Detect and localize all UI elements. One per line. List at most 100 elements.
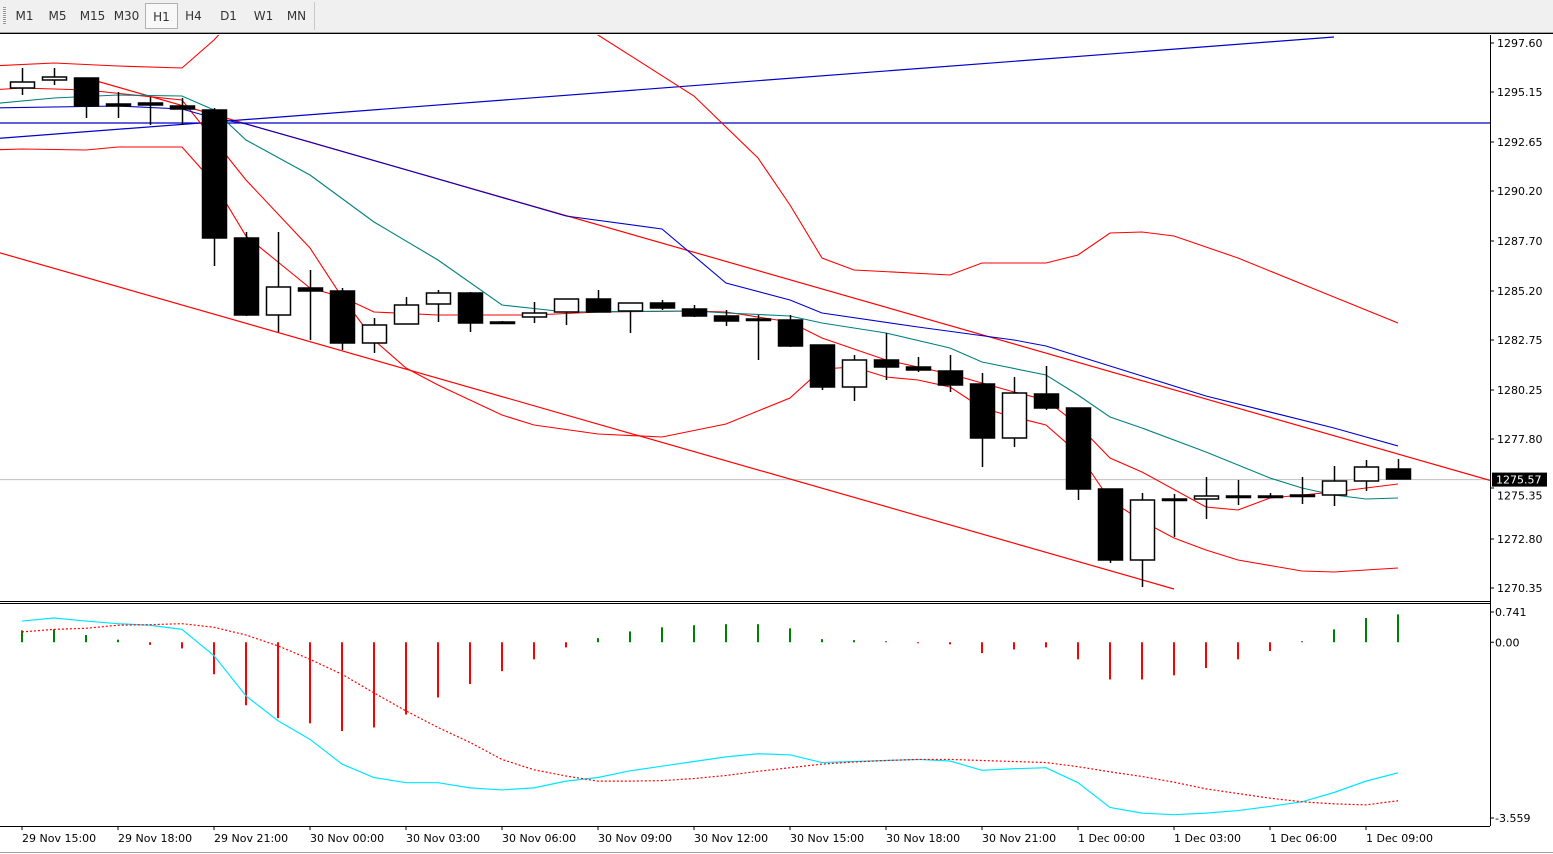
timeframe-button-m1[interactable]: M1 <box>15 9 34 23</box>
bull-candle-body <box>521 312 548 318</box>
indicator-tick-label: 0.00 <box>1495 636 1520 649</box>
indicator-main-line <box>21 617 1399 816</box>
candle[interactable] <box>73 77 100 118</box>
time-tick-label: 30 Nov 18:00 <box>886 832 960 845</box>
bull-candle-body <box>1001 392 1028 439</box>
bear-candle-body <box>1385 468 1412 480</box>
bear-candle-body <box>777 319 804 347</box>
candle[interactable] <box>905 357 932 372</box>
indicator-line-3 <box>0 87 1399 573</box>
candle[interactable] <box>393 297 420 325</box>
bull-candle-body <box>553 298 580 313</box>
bull-candle-body <box>1129 499 1156 561</box>
candle[interactable] <box>329 288 356 350</box>
candle[interactable] <box>521 302 548 323</box>
candle[interactable] <box>201 108 228 266</box>
bear-candle-body <box>201 109 228 239</box>
bull-candle-body <box>1289 494 1316 498</box>
bear-candle-body <box>457 292 484 324</box>
candle[interactable] <box>969 373 996 467</box>
toolbar-grip-handle[interactable] <box>3 7 6 25</box>
time-tick-label: 1 Dec 00:00 <box>1078 832 1145 845</box>
time-tick-label: 30 Nov 06:00 <box>502 832 576 845</box>
candle[interactable] <box>105 92 132 118</box>
bear-candle-body <box>873 359 900 368</box>
candle[interactable] <box>1097 488 1124 563</box>
timeframe-button-m5[interactable]: M5 <box>48 9 67 23</box>
timeframe-button-m30[interactable]: M30 <box>113 9 140 23</box>
timeframe-button-m15[interactable]: M15 <box>79 9 106 23</box>
candle[interactable] <box>169 98 196 125</box>
candle[interactable] <box>361 318 388 353</box>
candle[interactable] <box>1257 493 1284 499</box>
bear-candle-body <box>1065 407 1092 490</box>
candle[interactable] <box>489 321 516 325</box>
candle[interactable] <box>457 292 484 332</box>
indicator-line-0 <box>0 35 220 69</box>
time-tick-label: 30 Nov 03:00 <box>406 832 480 845</box>
bull-candle-body <box>361 324 388 344</box>
time-tick-label: 1 Dec 09:00 <box>1366 832 1433 845</box>
time-tick-label: 29 Nov 15:00 <box>22 832 96 845</box>
candle[interactable] <box>681 305 708 317</box>
candle[interactable] <box>1353 460 1380 491</box>
price-tick-label: 1282.75 <box>1497 334 1543 347</box>
bull-candle-body <box>265 286 292 316</box>
candle[interactable] <box>553 298 580 325</box>
price-tick-label: 1292.65 <box>1497 136 1543 149</box>
candle[interactable] <box>585 290 612 313</box>
bull-candle-body <box>9 81 36 89</box>
candle[interactable] <box>873 333 900 380</box>
timeframe-button-h4[interactable]: H4 <box>185 9 202 23</box>
candle[interactable] <box>1161 494 1188 537</box>
indicator-plot <box>21 614 1399 816</box>
bear-candle-body <box>969 383 996 439</box>
candle[interactable] <box>1193 477 1220 519</box>
candle[interactable] <box>9 68 36 95</box>
candle[interactable] <box>841 355 868 401</box>
candle[interactable] <box>425 290 452 322</box>
indicator-line-4 <box>0 94 1399 500</box>
bear-candle-body <box>233 237 260 316</box>
candle[interactable] <box>713 310 740 326</box>
candle[interactable] <box>265 232 292 332</box>
timeframe-button-mn[interactable]: MN <box>286 9 307 23</box>
timeframe-button-w1[interactable]: W1 <box>253 9 274 23</box>
candle[interactable] <box>1225 480 1252 505</box>
candle[interactable] <box>137 97 164 125</box>
candle[interactable] <box>1001 377 1028 447</box>
time-tick-label: 30 Nov 00:00 <box>310 832 384 845</box>
bear-candle-body <box>329 290 356 344</box>
candle[interactable] <box>617 302 644 333</box>
bear-candle-body <box>649 302 676 309</box>
bull-candle-body <box>1161 498 1188 502</box>
bear-candle-body <box>905 366 932 371</box>
candle[interactable] <box>745 315 772 360</box>
candle[interactable] <box>1385 459 1412 480</box>
bull-candle-body <box>1353 466 1380 482</box>
bull-candle-body <box>41 76 68 81</box>
candle[interactable] <box>937 355 964 392</box>
timeframe-button-d1[interactable]: D1 <box>220 9 237 23</box>
bull-candle-body <box>841 359 868 388</box>
bull-candle-body <box>393 304 420 325</box>
bear-candle-body <box>937 370 964 386</box>
candle[interactable] <box>809 344 836 390</box>
candle[interactable] <box>1321 466 1348 506</box>
time-tick-label: 1 Dec 03:00 <box>1174 832 1241 845</box>
candle[interactable] <box>777 315 804 347</box>
price-tick-label: 1270.35 <box>1497 582 1543 595</box>
candle[interactable] <box>1129 493 1156 587</box>
candle[interactable] <box>41 68 68 85</box>
candle[interactable] <box>1033 366 1060 410</box>
bear-candle-body <box>137 102 164 106</box>
candle[interactable] <box>297 270 324 340</box>
candle[interactable] <box>1289 477 1316 504</box>
candle[interactable] <box>1065 407 1092 500</box>
timeframe-button-h1[interactable]: H1 <box>145 3 178 29</box>
price-tick-label: 1290.20 <box>1497 185 1543 198</box>
candle[interactable] <box>233 232 260 316</box>
candle[interactable] <box>649 300 676 310</box>
time-tick-label: 30 Nov 15:00 <box>790 832 864 845</box>
